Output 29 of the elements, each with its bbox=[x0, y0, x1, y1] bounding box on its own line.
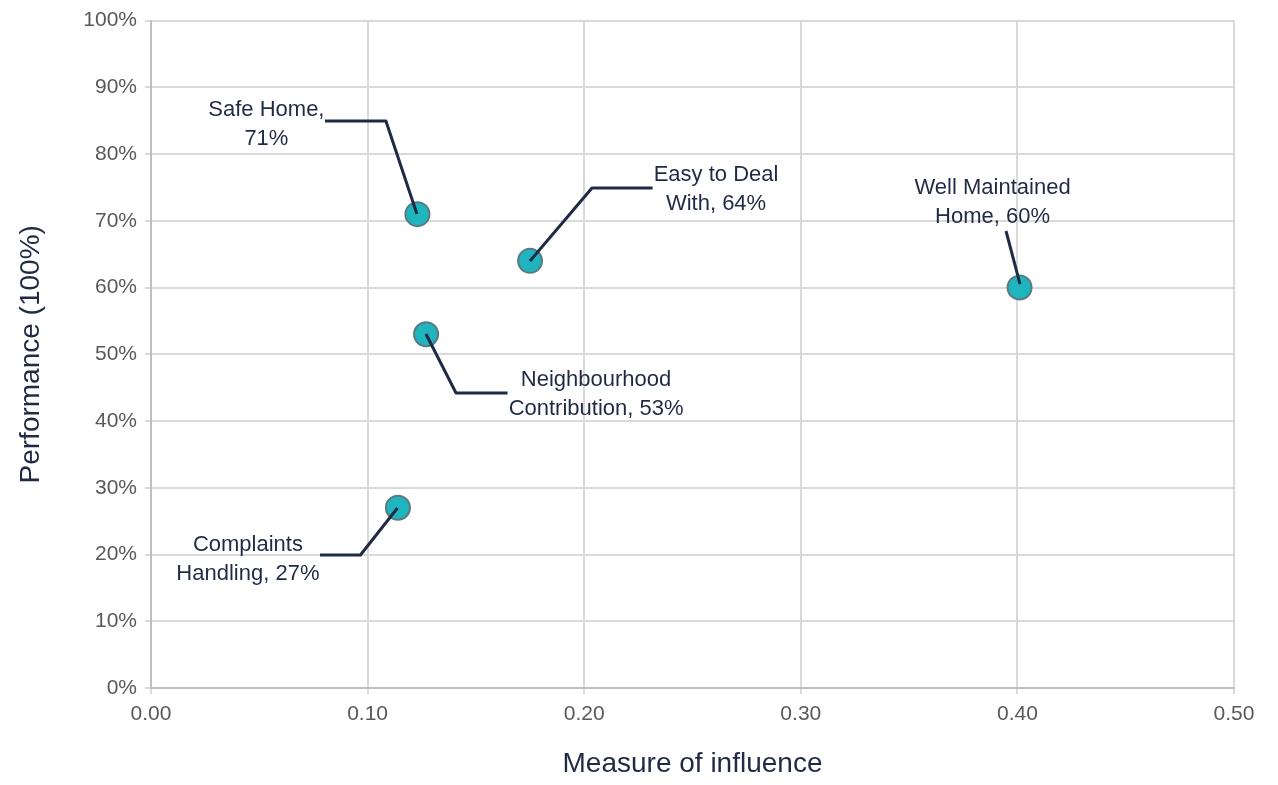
point bbox=[1006, 274, 1033, 301]
x-tick-label: 0.50 bbox=[1213, 701, 1255, 725]
point bbox=[413, 321, 440, 348]
annotation: Easy to Deal With, 64% bbox=[653, 159, 779, 217]
x-tick-label: 0.10 bbox=[347, 701, 389, 725]
y-tick-label: 90% bbox=[94, 74, 137, 98]
x-tick-label: 0.20 bbox=[563, 701, 605, 725]
y-tick-label: 80% bbox=[94, 140, 137, 164]
y-tick-label: 50% bbox=[94, 341, 137, 365]
y-tick-label: 30% bbox=[94, 474, 137, 498]
y-tick-label: 0% bbox=[106, 674, 137, 698]
y-tick-label: 20% bbox=[94, 541, 137, 565]
x-tick-label: 0.40 bbox=[996, 701, 1038, 725]
y-tick-label: 70% bbox=[94, 207, 137, 231]
annotation: Safe Home, 71% bbox=[208, 95, 325, 153]
y-axis-title: Performance (100%) bbox=[13, 225, 45, 484]
x-tick-label: 0.30 bbox=[780, 701, 822, 725]
annotation: Neighbourhood Contribution, 53% bbox=[508, 365, 684, 423]
point bbox=[517, 247, 544, 274]
point bbox=[384, 494, 411, 521]
annotation: Well Maintained Home, 60% bbox=[914, 172, 1071, 230]
x-axis-title: Measure of influence bbox=[562, 746, 823, 778]
y-tick-label: 100% bbox=[83, 7, 137, 31]
y-tick-label: 60% bbox=[94, 274, 137, 298]
y-tick-label: 10% bbox=[94, 608, 137, 632]
point bbox=[404, 201, 431, 228]
y-tick-label: 40% bbox=[94, 407, 137, 431]
annotation: Complaints Handling, 27% bbox=[176, 529, 320, 587]
x-tick-label: 0.00 bbox=[130, 701, 172, 725]
